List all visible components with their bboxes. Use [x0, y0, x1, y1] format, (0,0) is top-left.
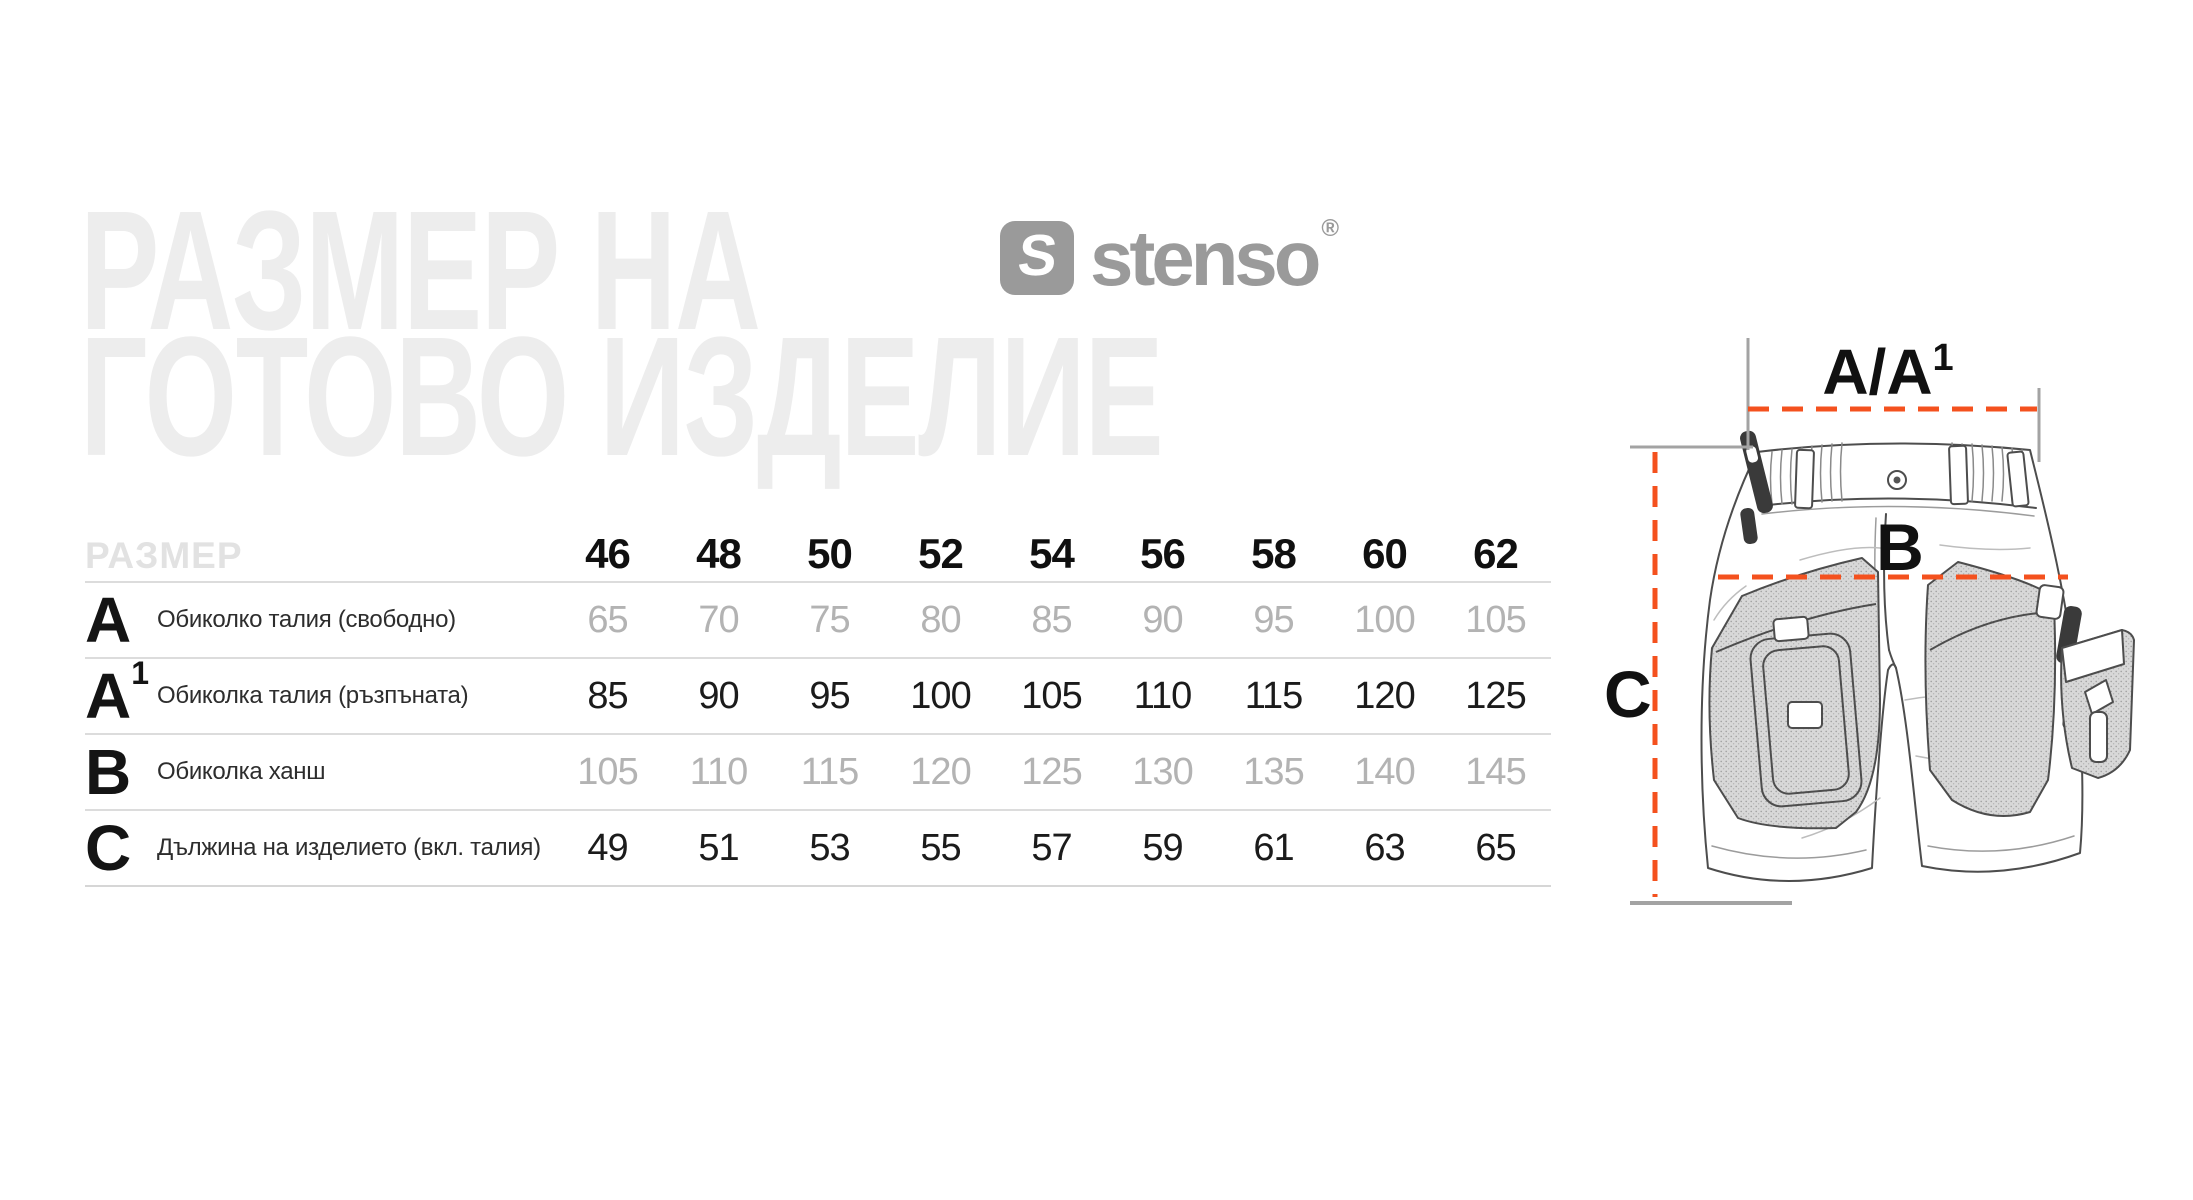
dim-label-a: A/A1: [1822, 336, 1953, 408]
cell-value: 85: [1031, 598, 1072, 641]
cell-value: 115: [1244, 674, 1304, 717]
watermark-title: РАЗМЕР НА ГОТОВО ИЗДЕЛИЕ: [80, 176, 1164, 492]
size-header: 48: [696, 530, 742, 577]
cell-value: 140: [1354, 750, 1415, 793]
brand-logo: S stenso ®: [1000, 214, 1339, 302]
row-letter-b: B: [85, 736, 132, 808]
side-leg-pocket: [2060, 629, 2135, 779]
size-table-header: РАЗМЕР 46 48 50 52 54 56 58 60 62: [85, 526, 1551, 581]
cell-value: 110: [1133, 674, 1193, 717]
cell-value: 105: [1021, 674, 1082, 717]
cell-value: 100: [910, 674, 971, 717]
size-header: 46: [585, 530, 631, 577]
shorts-line-drawing: A/A1 B C: [1604, 336, 2135, 905]
row-label: Обиколка талия (ръзпъната): [157, 682, 469, 709]
cell-value: 105: [577, 750, 638, 793]
cell-value: 70: [698, 598, 739, 641]
cell-value: 49: [587, 826, 628, 869]
cell-value: 120: [910, 750, 971, 793]
cell-value: 95: [1253, 598, 1294, 641]
cell-value: 115: [800, 750, 860, 793]
cell-value: 95: [809, 674, 850, 717]
row-label: Дължина на изделието (вкл. талия): [157, 834, 541, 861]
stenso-s-icon: S: [1000, 221, 1074, 295]
cell-value: 105: [1465, 598, 1526, 641]
row-label: Обиколко талия (свободно): [157, 606, 456, 633]
row-letter-a1: A1: [85, 655, 150, 732]
cell-value: 65: [587, 598, 628, 641]
cell-value: 145: [1465, 750, 1526, 793]
waist-strap: [1740, 430, 1773, 545]
dim-label-c: C: [1604, 657, 1652, 731]
cell-value: 63: [1364, 826, 1405, 869]
cell-value: 90: [1142, 598, 1183, 641]
watermark-line2: ГОТОВО ИЗДЕЛИЕ: [80, 302, 1164, 492]
extent-lines: [1630, 338, 2041, 905]
size-header: 62: [1473, 530, 1519, 577]
watermark-line1: РАЗМЕР НА: [80, 176, 761, 366]
cell-value: 125: [1021, 750, 1082, 793]
shorts-measurement-diagram: A/A1 B C: [1580, 280, 2193, 950]
cell-value: 80: [920, 598, 961, 641]
cell-value: 90: [698, 674, 739, 717]
size-table: РАЗМЕР 46 48 50 52 54 56 58 60 62 A Обик…: [85, 526, 1551, 887]
row-letter-a: A: [85, 584, 132, 656]
cell-value: 100: [1354, 598, 1415, 641]
cell-value: 120: [1354, 674, 1415, 717]
registered-mark: ®: [1321, 215, 1340, 242]
dimension-lines: [1652, 406, 2068, 897]
brand-name: stenso: [1090, 214, 1321, 302]
size-header: 52: [918, 530, 964, 577]
cell-value: 65: [1475, 826, 1516, 869]
cell-value: 110: [689, 750, 749, 793]
dim-label-b: B: [1876, 510, 1924, 584]
table-row-b: B Обиколка ханш 105 110 115 120 125 130 …: [85, 733, 1551, 809]
table-row-a: A Обиколко талия (свободно) 65 70 75 80 …: [85, 581, 1551, 657]
cell-value: 130: [1132, 750, 1193, 793]
cell-value: 85: [587, 674, 628, 717]
row-label: Обиколка ханш: [157, 758, 326, 785]
cell-value: 53: [809, 826, 850, 869]
size-header: 58: [1251, 530, 1297, 577]
cell-value: 51: [698, 826, 739, 869]
size-header: 56: [1140, 530, 1186, 577]
table-row-a1: A1 Обиколка талия (ръзпъната) 85 90 95 1…: [85, 657, 1551, 733]
cell-value: 125: [1465, 674, 1526, 717]
cell-value: 61: [1253, 826, 1294, 869]
size-header: 60: [1362, 530, 1408, 577]
cell-value: 55: [920, 826, 961, 869]
left-cargo-pocket: [1708, 557, 1881, 830]
row-letter-c: C: [85, 812, 132, 884]
table-title-razmer: РАЗМЕР: [85, 535, 243, 576]
cell-value: 59: [1142, 826, 1183, 869]
table-row-c: C Дължина на изделието (вкл. талия) 49 5…: [85, 809, 1551, 887]
size-header: 54: [1029, 530, 1075, 577]
size-header: 50: [807, 530, 853, 577]
cell-value: 57: [1031, 826, 1072, 869]
cell-value: 75: [809, 598, 850, 641]
cell-value: 135: [1243, 750, 1304, 793]
